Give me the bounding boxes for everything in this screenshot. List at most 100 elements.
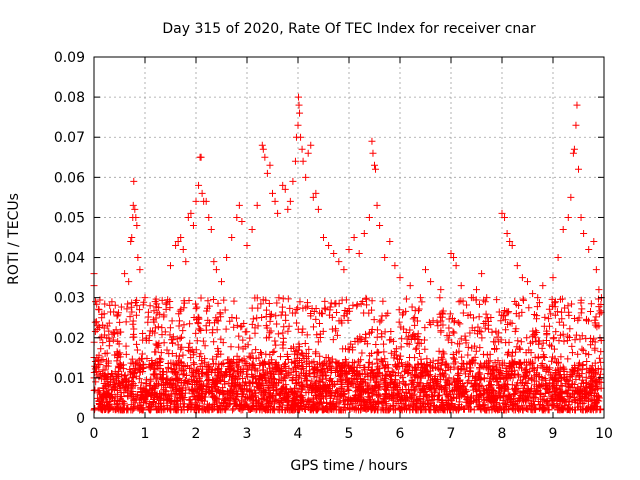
- data-point: [344, 380, 352, 388]
- data-point: [187, 364, 195, 372]
- data-point: [592, 386, 600, 394]
- data-point: [297, 391, 305, 399]
- data-point: [136, 266, 144, 274]
- data-point: [228, 234, 236, 241]
- data-point: [151, 324, 159, 332]
- data-point: [174, 341, 182, 349]
- data-point: [172, 352, 180, 360]
- data-point: [166, 324, 174, 332]
- data-point: [380, 348, 388, 356]
- data-point: [439, 398, 447, 406]
- data-point: [558, 308, 566, 316]
- data-point: [473, 286, 480, 294]
- data-point: [445, 374, 453, 382]
- data-point: [401, 391, 409, 399]
- data-point: [197, 378, 205, 386]
- data-point: [313, 406, 321, 414]
- data-point: [412, 345, 420, 353]
- data-point: [117, 303, 125, 311]
- data-point: [159, 368, 167, 376]
- data-point: [244, 365, 252, 373]
- data-point: [467, 364, 475, 372]
- data-point: [455, 398, 463, 406]
- data-point: [333, 331, 341, 339]
- data-point: [163, 346, 171, 354]
- data-point: [495, 402, 503, 410]
- data-point: [581, 390, 589, 398]
- data-point: [515, 358, 523, 366]
- data-point: [563, 389, 571, 397]
- data-point: [408, 332, 416, 340]
- data-point: [525, 304, 533, 312]
- data-point: [271, 337, 279, 345]
- data-point: [110, 381, 118, 389]
- data-point: [596, 310, 604, 318]
- data-point: [248, 390, 256, 398]
- data-point: [106, 397, 114, 405]
- data-point: [596, 406, 604, 414]
- data-point: [364, 372, 372, 380]
- data-point: [327, 400, 335, 408]
- data-point: [314, 338, 322, 346]
- data-point: [443, 388, 451, 396]
- data-point: [501, 375, 509, 383]
- data-point: [436, 370, 444, 378]
- data-point: [381, 254, 389, 262]
- data-point: [536, 389, 544, 397]
- data-point: [380, 340, 388, 348]
- data-point: [531, 390, 539, 398]
- data-point: [480, 374, 488, 382]
- data-point: [298, 385, 306, 393]
- data-point: [575, 371, 583, 379]
- data-point: [241, 328, 249, 336]
- data-point: [381, 355, 389, 363]
- data-point: [345, 246, 353, 254]
- data-point: [597, 358, 605, 366]
- data-point: [484, 370, 492, 377]
- data-point: [258, 314, 266, 322]
- data-point: [411, 321, 419, 329]
- data-point: [464, 351, 472, 359]
- data-point: [253, 201, 261, 209]
- data-point: [556, 371, 564, 379]
- data-point: [376, 392, 384, 400]
- data-point: [538, 344, 546, 352]
- data-point: [368, 392, 376, 400]
- data-point: [463, 301, 471, 309]
- data-point: [179, 351, 187, 359]
- data-point: [526, 387, 534, 395]
- data-point: [232, 314, 240, 322]
- data-point: [116, 318, 124, 326]
- data-point: [280, 323, 288, 331]
- data-point: [577, 296, 585, 304]
- data-point: [156, 358, 164, 366]
- data-point: [413, 344, 421, 352]
- data-point: [523, 404, 531, 412]
- data-point: [188, 371, 196, 379]
- data-point: [307, 141, 315, 149]
- data-point: [573, 101, 581, 109]
- data-point: [568, 372, 576, 380]
- data-point: [253, 294, 261, 302]
- data-point: [297, 133, 305, 141]
- data-point: [194, 320, 202, 328]
- data-point: [571, 336, 579, 344]
- data-point: [273, 320, 281, 328]
- data-point: [416, 380, 424, 388]
- data-point: [595, 375, 603, 383]
- data-point: [175, 322, 183, 330]
- data-point: [589, 406, 597, 414]
- data-point: [254, 322, 262, 330]
- data-point: [466, 394, 474, 402]
- data-point: [557, 390, 565, 398]
- data-point: [100, 380, 108, 388]
- data-point: [558, 315, 566, 323]
- data-point: [136, 306, 144, 314]
- data-point: [334, 367, 342, 375]
- data-point: [127, 359, 135, 367]
- data-point: [328, 325, 336, 333]
- data-point: [372, 165, 380, 173]
- data-point: [316, 320, 324, 328]
- data-point: [205, 376, 213, 384]
- data-point: [564, 213, 572, 221]
